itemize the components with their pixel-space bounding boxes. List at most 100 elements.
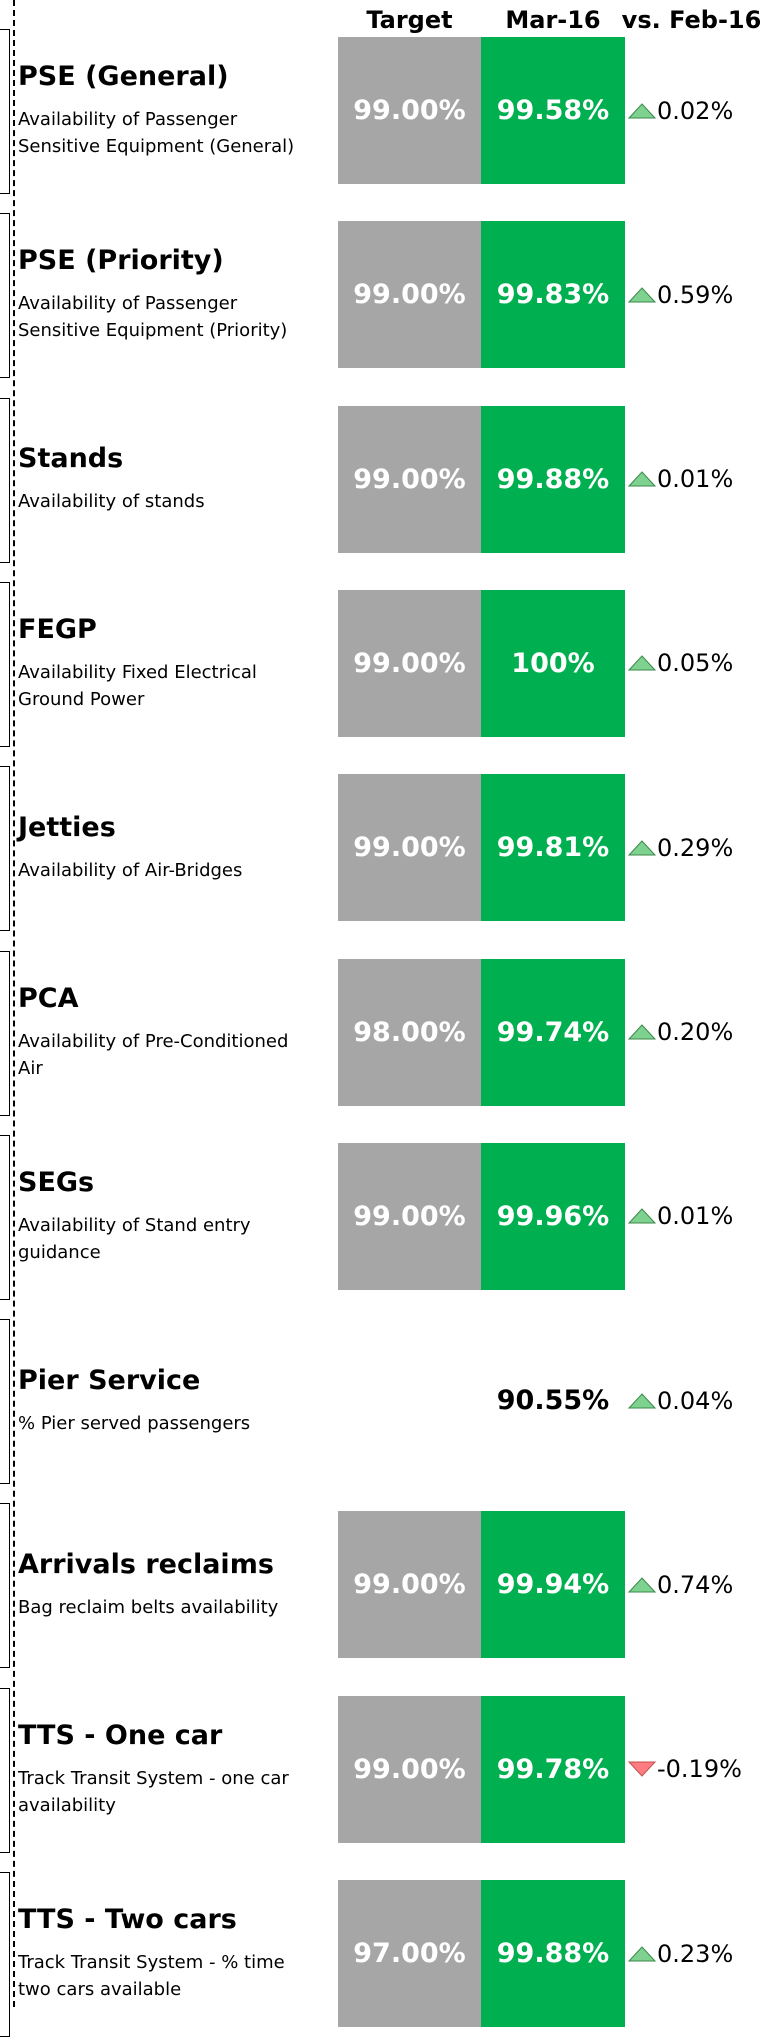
bracket <box>0 766 10 932</box>
actual-box: 99.88% <box>481 405 625 553</box>
change-value: 0.01% <box>657 1202 734 1231</box>
arrow-up <box>627 1024 657 1040</box>
change-value: 0.74% <box>657 1570 734 1599</box>
change-value: 0.02% <box>657 96 734 125</box>
bracket <box>0 1687 10 1853</box>
row-title: Jetties <box>18 811 116 843</box>
bracket <box>0 397 10 563</box>
row-title: PSE (Priority) <box>18 245 224 277</box>
arrow-up <box>627 1945 657 1961</box>
label: Stands Availability of stands <box>18 406 318 553</box>
change-value: -0.19% <box>657 1755 742 1784</box>
row-title: TTS - One car <box>18 1719 223 1751</box>
actual-box: 99.58% <box>481 37 625 184</box>
change: 0.02% <box>627 37 733 184</box>
actual-box: 99.74% <box>481 958 625 1106</box>
bracket <box>0 1319 10 1485</box>
change-value: 0.59% <box>657 280 734 309</box>
target-box: 99.00% <box>338 221 481 369</box>
label: Pier Service % Pier served passengers <box>18 1327 318 1474</box>
bracket <box>0 1503 10 1669</box>
target-box: 99.00% <box>338 1695 481 1843</box>
row-description: Availability of stands <box>18 491 205 513</box>
row-description: Availability of Pre-Conditioned Air <box>18 1030 289 1079</box>
bracket <box>0 213 10 379</box>
arrow-up <box>627 287 657 303</box>
row-title: Arrivals reclaims <box>18 1548 274 1580</box>
arrow-up <box>627 102 657 118</box>
row-title: Stands <box>18 443 124 475</box>
row-description: Track Transit System - one car availabil… <box>18 1767 289 1816</box>
target-box: 99.00% <box>338 774 481 922</box>
row-description: Availability of Air-Bridges <box>18 859 243 881</box>
actual-box: 99.83% <box>481 221 625 369</box>
column-header: vs. Feb-16 <box>621 6 762 34</box>
label: PSE (Priority) Availability of Passenger … <box>18 221 318 368</box>
row-title: SEGs <box>18 1166 95 1198</box>
change: -0.19% <box>627 1696 742 1843</box>
row-title: TTS - Two cars <box>18 1904 237 1935</box>
change: 0.04% <box>627 1327 733 1474</box>
label: Arrivals reclaims Bag reclaim belts avail… <box>18 1511 318 1658</box>
row-description: Availability of Passenger Sensitive Equi… <box>18 293 288 342</box>
divider <box>13 0 15 2007</box>
target-box: 99.00% <box>338 405 481 553</box>
row-description: % Pier served passengers <box>18 1412 251 1434</box>
bracket <box>0 1872 10 2037</box>
arrow-down <box>627 1761 657 1777</box>
label: FEGP Availability Fixed Electrical Ground… <box>18 590 318 737</box>
arrow-up <box>627 471 657 487</box>
actual-box: 99.78% <box>481 1695 625 1843</box>
row-description: Availability Fixed Electrical Ground Pow… <box>18 661 257 710</box>
change-value: 0.20% <box>657 1018 734 1046</box>
change: 0.23% <box>627 1880 733 2027</box>
bracket <box>0 950 10 1116</box>
column-header: Target <box>366 6 453 34</box>
change-value: 0.29% <box>657 833 734 862</box>
label: SEGs Availability of Stand entry guidance <box>18 1143 318 1290</box>
actual-value: 90.55% <box>496 1385 610 1417</box>
change: 0.01% <box>627 1143 733 1290</box>
actual-box: 99.81% <box>481 774 625 922</box>
row-description: Bag reclaim belts availability <box>18 1596 279 1618</box>
change: 0.05% <box>627 590 733 737</box>
target-box: 99.00% <box>338 37 481 184</box>
arrow-up <box>627 1208 657 1224</box>
label: PSE (General) Availability of Passenger S… <box>18 37 318 184</box>
change-value: 0.23% <box>657 1939 734 1968</box>
row-title: PCA <box>18 982 79 1014</box>
target-box: 99.00% <box>338 1511 481 1659</box>
actual-box: 99.94% <box>481 1511 625 1659</box>
target-box: 99.00% <box>338 589 481 737</box>
target-box: 97.00% <box>338 1880 481 2027</box>
label: TTS - Two cars Track Transit System - % t… <box>18 1880 318 2027</box>
row-title: PSE (General) <box>18 61 229 92</box>
row-title: FEGP <box>18 613 97 645</box>
actual-box: 99.88% <box>481 1880 625 2027</box>
row-description: Track Transit System - % time two cars a… <box>18 1952 285 2000</box>
label: TTS - One car Track Transit System - one … <box>18 1696 318 1843</box>
bracket <box>0 1134 10 1300</box>
bracket <box>0 581 10 747</box>
actual-box: 100% <box>481 589 625 737</box>
change: 0.01% <box>627 406 733 553</box>
arrow-up <box>627 1577 657 1593</box>
change: 0.74% <box>627 1511 733 1658</box>
change: 0.20% <box>627 959 733 1106</box>
change: 0.59% <box>627 221 733 368</box>
change-value: 0.04% <box>657 1386 734 1415</box>
change: 0.29% <box>627 774 733 921</box>
arrow-up <box>627 1392 657 1409</box>
target-box: 99.00% <box>338 1142 481 1290</box>
bracket <box>0 29 10 194</box>
actual-box: 99.96% <box>481 1142 625 1290</box>
label: Jetties Availability of Air-Bridges <box>18 774 318 921</box>
row-title: Pier Service <box>18 1364 201 1396</box>
arrow-up <box>627 839 657 856</box>
label: PCA Availability of Pre-Conditioned Air <box>18 959 318 1106</box>
row-description: Availability of Passenger Sensitive Equi… <box>18 109 295 157</box>
row-description: Availability of Stand entry guidance <box>18 1214 251 1263</box>
arrow-up <box>627 655 657 671</box>
change-value: 0.01% <box>657 465 734 494</box>
